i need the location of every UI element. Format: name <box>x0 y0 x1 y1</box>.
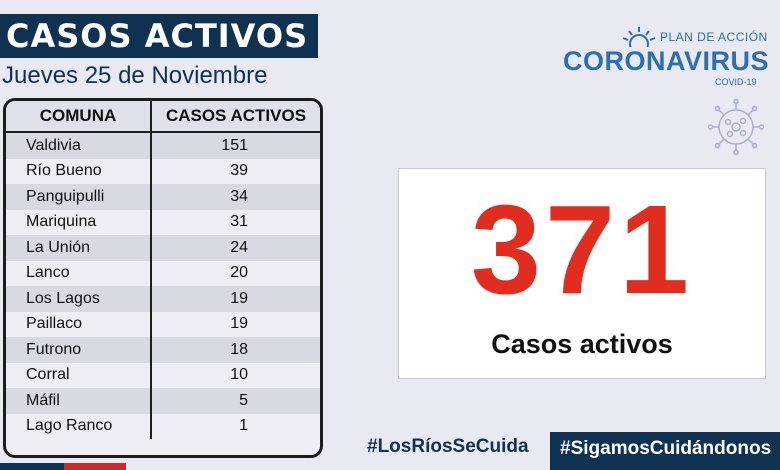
comuna-cell: Mariquina <box>6 209 152 235</box>
table-row: Mariquina 31 <box>6 209 320 235</box>
logo-plan-text: PLAN DE ACCIÓN <box>660 30 768 44</box>
table-header-row: COMUNA CASOS ACTIVOS <box>6 101 320 133</box>
comuna-cell: Paillaco <box>6 311 152 337</box>
casos-cell: 1 <box>151 413 320 439</box>
casos-cell: 31 <box>151 209 320 235</box>
column-header-casos: CASOS ACTIVOS <box>151 101 320 133</box>
comuna-cell: Panguipulli <box>6 184 152 210</box>
casos-cell: 151 <box>151 132 320 159</box>
casos-cell: 5 <box>151 388 320 414</box>
casos-cell: 39 <box>151 158 320 184</box>
table-row: Valdivia 151 <box>6 132 320 159</box>
cases-table: COMUNA CASOS ACTIVOS Valdivia 151 Río Bue… <box>3 98 323 458</box>
comuna-cell: Máfil <box>6 388 152 414</box>
comuna-cell: Los Lagos <box>6 286 152 312</box>
table-row: Futrono 18 <box>6 337 320 363</box>
comuna-cell: Futrono <box>6 337 152 363</box>
table-row: Los Lagos 19 <box>6 286 320 312</box>
coronavirus-logo: PLAN DE ACCIÓN CORONAVIRUS COVID-19 <box>560 25 770 91</box>
flag-stripe-red <box>64 463 126 470</box>
logo-covid-text: COVID-19 <box>715 77 757 87</box>
total-cases-card: 371 Casos activos <box>398 168 766 379</box>
total-cases-number: 371 <box>470 179 694 320</box>
casos-cell: 19 <box>151 311 320 337</box>
table-row: Paillaco 19 <box>6 311 320 337</box>
comuna-cell: Lago Ranco <box>6 413 152 439</box>
table-row: Corral 10 <box>6 362 320 388</box>
column-header-comuna: COMUNA <box>6 101 152 133</box>
virus-icon <box>707 98 765 156</box>
table-row: Lago Ranco 1 <box>6 413 320 439</box>
total-cases-label: Casos activos <box>491 329 673 359</box>
sun-emblem-icon <box>622 27 656 47</box>
table-row: Panguipulli 34 <box>6 184 320 210</box>
comuna-cell: Río Bueno <box>6 158 152 184</box>
comuna-cell: La Unión <box>6 235 152 261</box>
table-row: Máfil 5 <box>6 388 320 414</box>
casos-cell: 18 <box>151 337 320 363</box>
table-row: Lanco 20 <box>6 260 320 286</box>
casos-cell: 24 <box>151 235 320 261</box>
logo-main-text: CORONAVIRUS <box>563 46 770 76</box>
table-row: La Unión 24 <box>6 235 320 261</box>
hashtag-los-rios: #LosRíosSeCuida <box>367 436 529 457</box>
page-title: CASOS ACTIVOS <box>0 14 318 58</box>
casos-cell: 34 <box>151 184 320 210</box>
comuna-cell: Valdivia <box>6 132 152 159</box>
date-subtitle: Jueves 25 de Noviembre <box>2 62 268 89</box>
flag-stripe-blue <box>0 463 64 470</box>
hashtag-sigamos: #SigamosCuidándonos <box>550 432 780 470</box>
casos-cell: 10 <box>151 362 320 388</box>
casos-cell: 20 <box>151 260 320 286</box>
casos-cell: 19 <box>151 286 320 312</box>
comuna-cell: Lanco <box>6 260 152 286</box>
comuna-cell: Corral <box>6 362 152 388</box>
table-row: Río Bueno 39 <box>6 158 320 184</box>
